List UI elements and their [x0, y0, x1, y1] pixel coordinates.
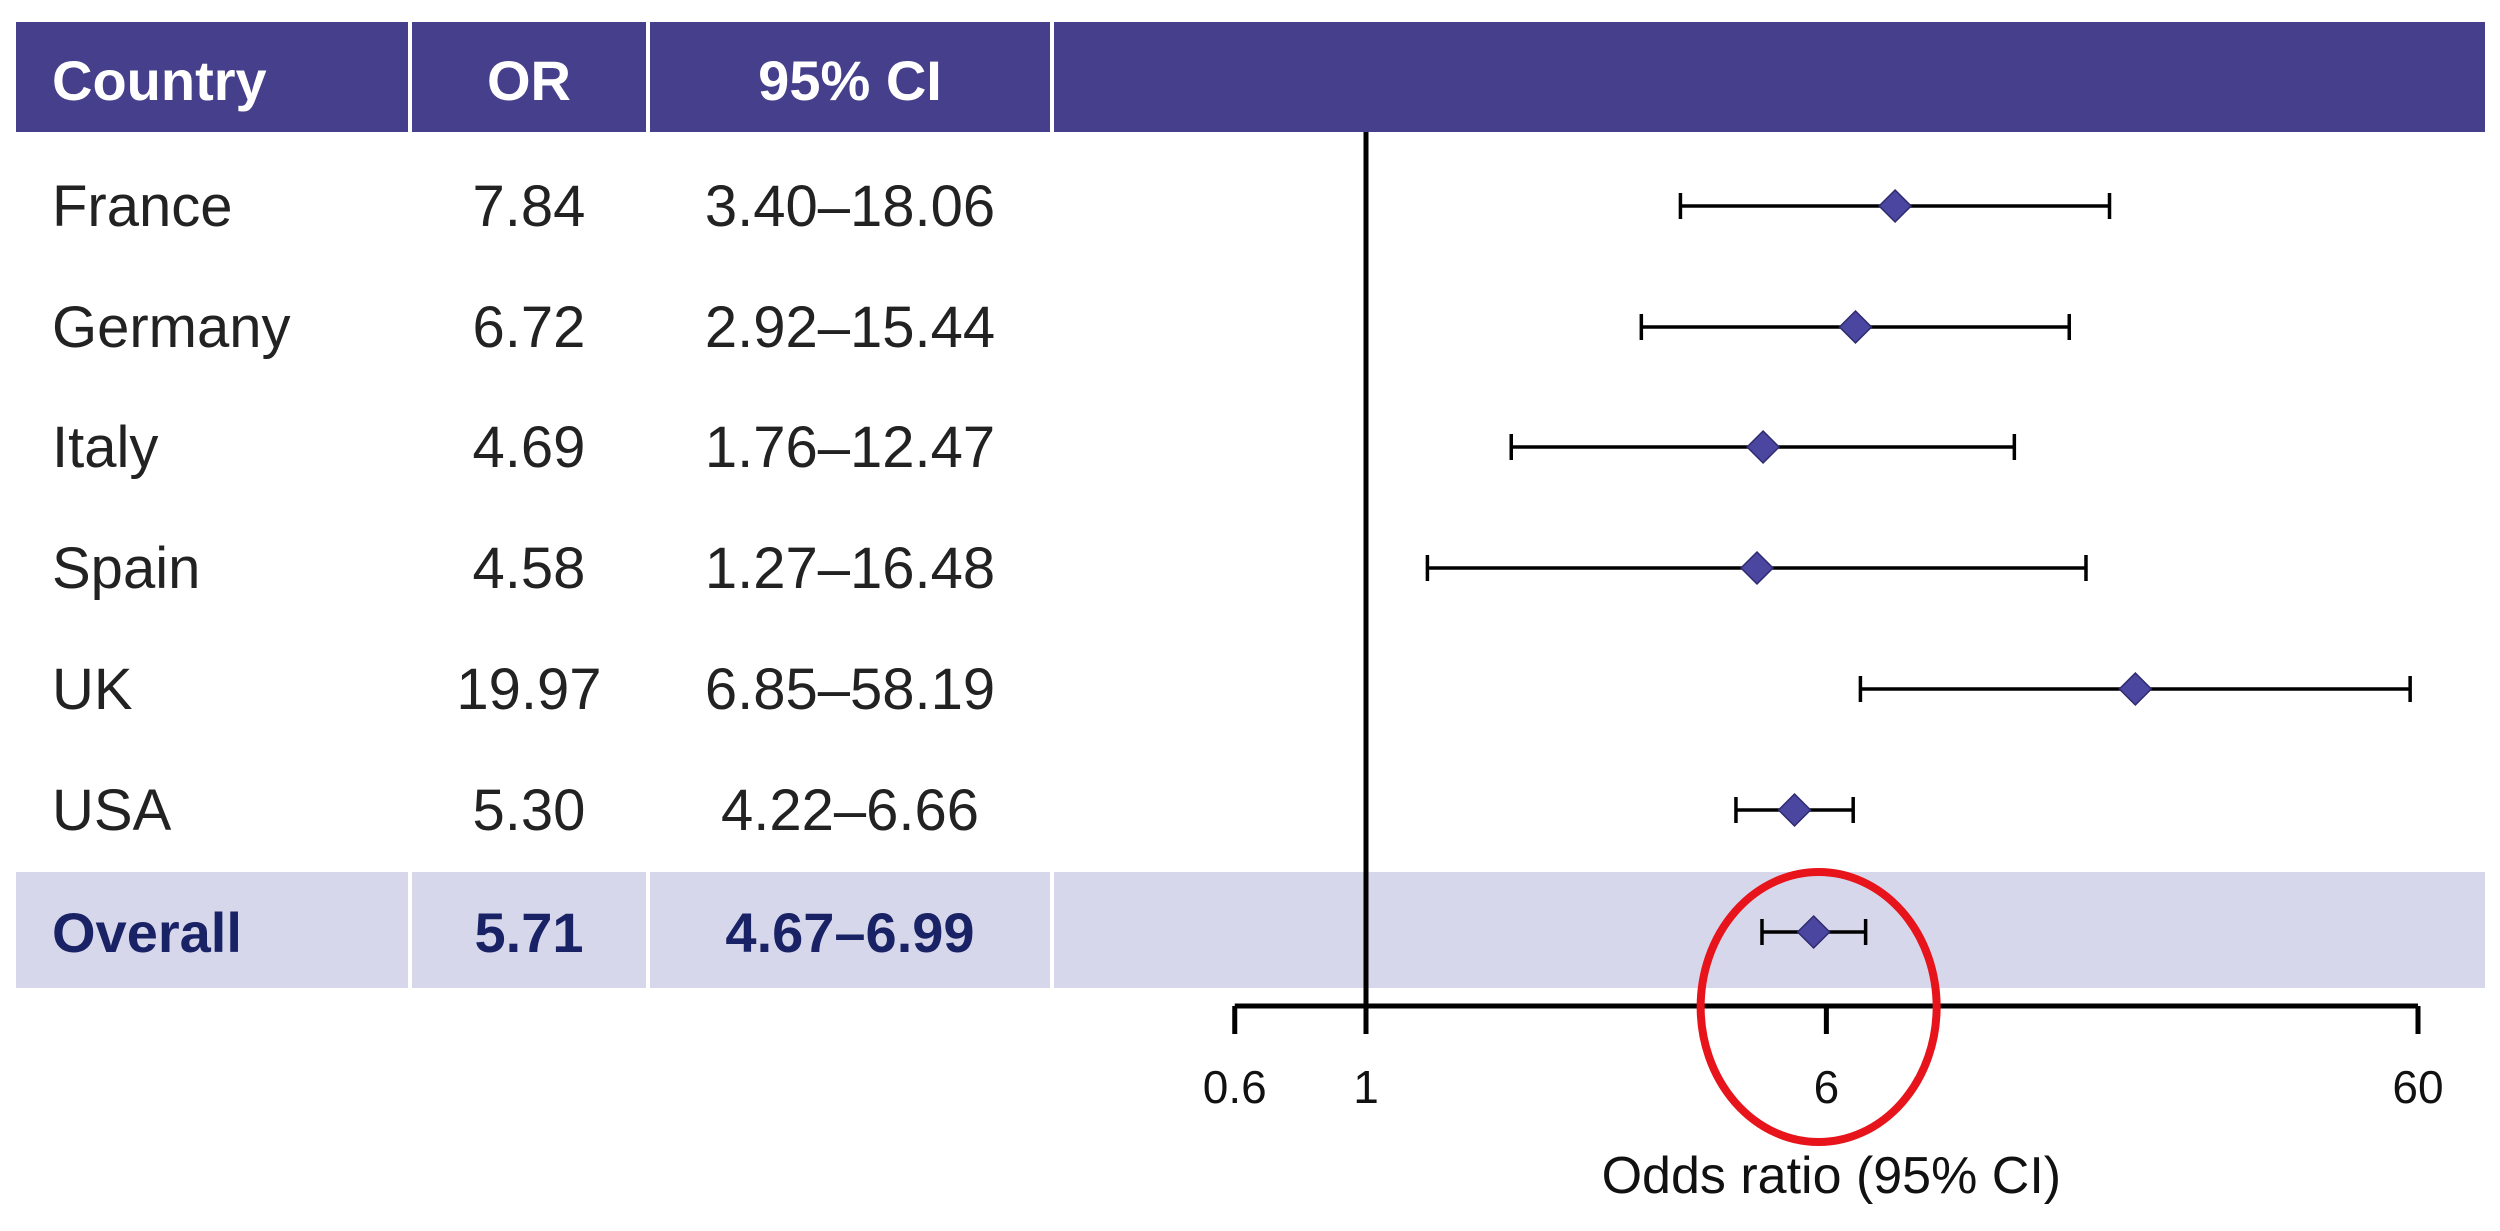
or-marker-overall	[1796, 914, 1831, 950]
highlight-layer	[1696, 868, 1941, 1146]
row-or-spain: 4.58	[473, 536, 586, 601]
row-ci-france: 3.40–18.06	[705, 174, 995, 239]
header-country-label: Country	[52, 49, 267, 112]
row-country-france: France	[52, 174, 233, 239]
or-marker-uk	[2118, 671, 2153, 707]
row-ci-usa: 4.22–6.66	[721, 778, 979, 843]
header-cell-ci	[650, 22, 1050, 132]
x-tick-label-0-6: 0.6	[1203, 1061, 1267, 1113]
header-cell-or	[412, 22, 646, 132]
header-or-label: OR	[487, 49, 571, 112]
or-marker-spain	[1739, 550, 1775, 586]
or-marker-france	[1878, 188, 1913, 224]
x-tick-label-60: 60	[2392, 1061, 2443, 1113]
row-country-germany: Germany	[52, 295, 291, 360]
row-or-france: 7.84	[473, 174, 586, 239]
summary-cell-or	[412, 872, 646, 988]
row-country-uk: UK	[52, 657, 133, 722]
summary-country: Overall	[52, 901, 242, 964]
x-axis-title: Odds ratio (95% CI)	[1602, 1147, 2062, 1205]
row-country-spain: Spain	[52, 536, 200, 601]
summary-cell-country	[16, 872, 408, 988]
row-ci-germany: 2.92–15.44	[705, 295, 995, 360]
or-marker-usa	[1777, 792, 1812, 828]
row-country-usa: USA	[52, 778, 172, 843]
summary-cell-plot	[1054, 872, 2485, 988]
row-or-italy: 4.69	[473, 415, 586, 480]
highlight-circle	[1696, 868, 1941, 1146]
table-header: Country OR 95% CI	[16, 22, 2485, 132]
table-rows: France 7.84 3.40–18.06 Germany 6.72 2.92…	[52, 174, 995, 964]
header-cell-country	[16, 22, 408, 132]
x-axis: 0.6 1 6 60 Odds ratio (95% CI)	[1203, 1003, 2444, 1205]
summary-ci: 4.67–6.99	[725, 901, 974, 964]
summary-row-background	[16, 872, 2485, 988]
row-ci-italy: 1.76–12.47	[705, 415, 995, 480]
row-country-italy: Italy	[52, 415, 158, 480]
x-tick-label-6: 6	[1814, 1061, 1840, 1113]
x-tick-label-1: 1	[1353, 1061, 1379, 1113]
row-or-uk: 19.97	[456, 657, 601, 722]
header-cell-plot	[1054, 22, 2485, 132]
row-or-germany: 6.72	[473, 295, 586, 360]
or-marker-italy	[1746, 429, 1781, 465]
summary-cell-ci	[650, 872, 1050, 988]
row-ci-spain: 1.27–16.48	[705, 536, 995, 601]
summary-or: 5.71	[475, 901, 584, 964]
row-ci-uk: 6.85–58.19	[705, 657, 995, 722]
row-or-usa: 5.30	[473, 778, 586, 843]
forest-marks	[1425, 188, 2412, 950]
header-ci-label: 95% CI	[758, 49, 942, 112]
or-marker-germany	[1838, 309, 1873, 345]
